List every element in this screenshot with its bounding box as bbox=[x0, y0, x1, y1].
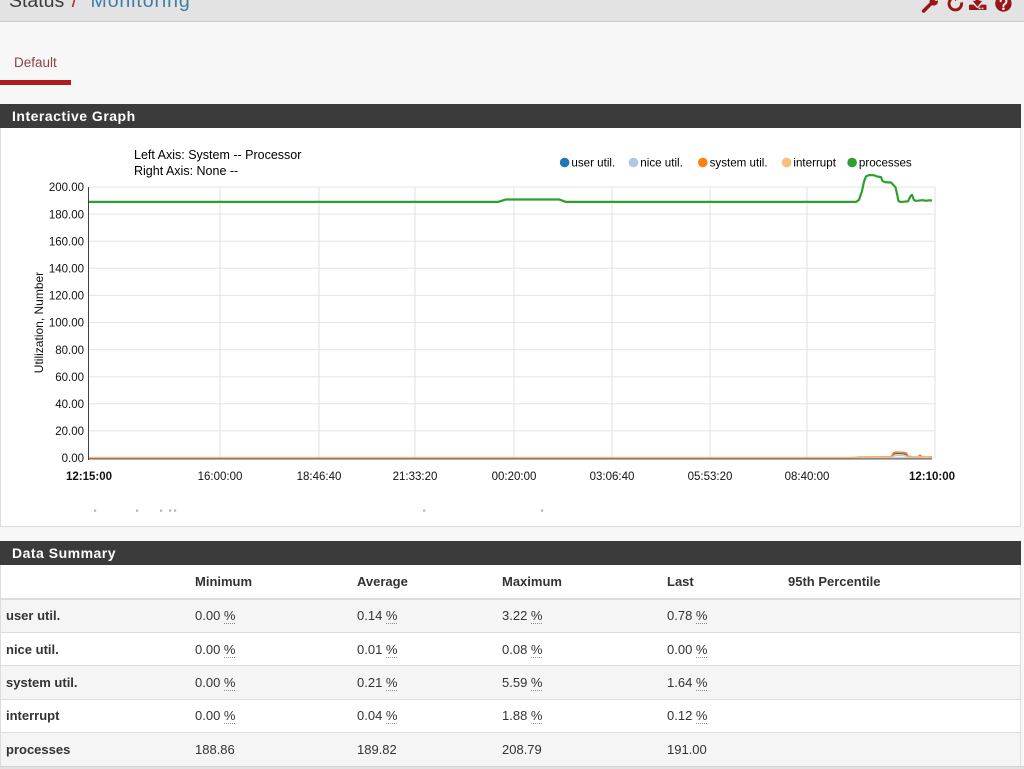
svg-text:60.00: 60.00 bbox=[55, 372, 84, 384]
svg-text:200.00: 200.00 bbox=[49, 182, 84, 194]
svg-text:Left Axis: System -- Processor: Left Axis: System -- Processor bbox=[134, 148, 301, 162]
svg-text:12:10:00: 12:10:00 bbox=[909, 471, 955, 483]
svg-text:80.00: 80.00 bbox=[55, 345, 84, 357]
svg-text:processes: processes bbox=[859, 157, 912, 170]
svg-text:20.00: 20.00 bbox=[55, 426, 84, 438]
svg-text:Utilization, Number: Utilization, Number bbox=[32, 272, 46, 373]
svg-text:00:20:00: 00:20:00 bbox=[492, 471, 537, 483]
svg-text:03:06:40: 03:06:40 bbox=[590, 471, 635, 483]
svg-text:nice util.: nice util. bbox=[640, 157, 683, 170]
svg-text:180.00: 180.00 bbox=[49, 209, 84, 221]
svg-text:18:46:40: 18:46:40 bbox=[297, 471, 342, 483]
svg-text:160.00: 160.00 bbox=[49, 236, 84, 248]
svg-text:system util.: system util. bbox=[710, 157, 768, 170]
svg-text:interrupt: interrupt bbox=[793, 157, 836, 170]
svg-text:0.00: 0.00 bbox=[62, 453, 84, 465]
svg-text:12:15:00: 12:15:00 bbox=[66, 471, 112, 483]
svg-text:16:00:00: 16:00:00 bbox=[198, 471, 243, 483]
svg-text:05:53:20: 05:53:20 bbox=[688, 471, 733, 483]
svg-text:100.00: 100.00 bbox=[49, 318, 84, 330]
svg-text:08:40:00: 08:40:00 bbox=[785, 471, 830, 483]
svg-text:140.00: 140.00 bbox=[49, 264, 84, 276]
svg-text:21:33:20: 21:33:20 bbox=[393, 471, 438, 483]
svg-text:120.00: 120.00 bbox=[49, 291, 84, 303]
svg-text:Right Axis: None --: Right Axis: None -- bbox=[134, 164, 238, 178]
svg-text:40.00: 40.00 bbox=[55, 399, 84, 411]
svg-text:user util.: user util. bbox=[571, 157, 615, 170]
